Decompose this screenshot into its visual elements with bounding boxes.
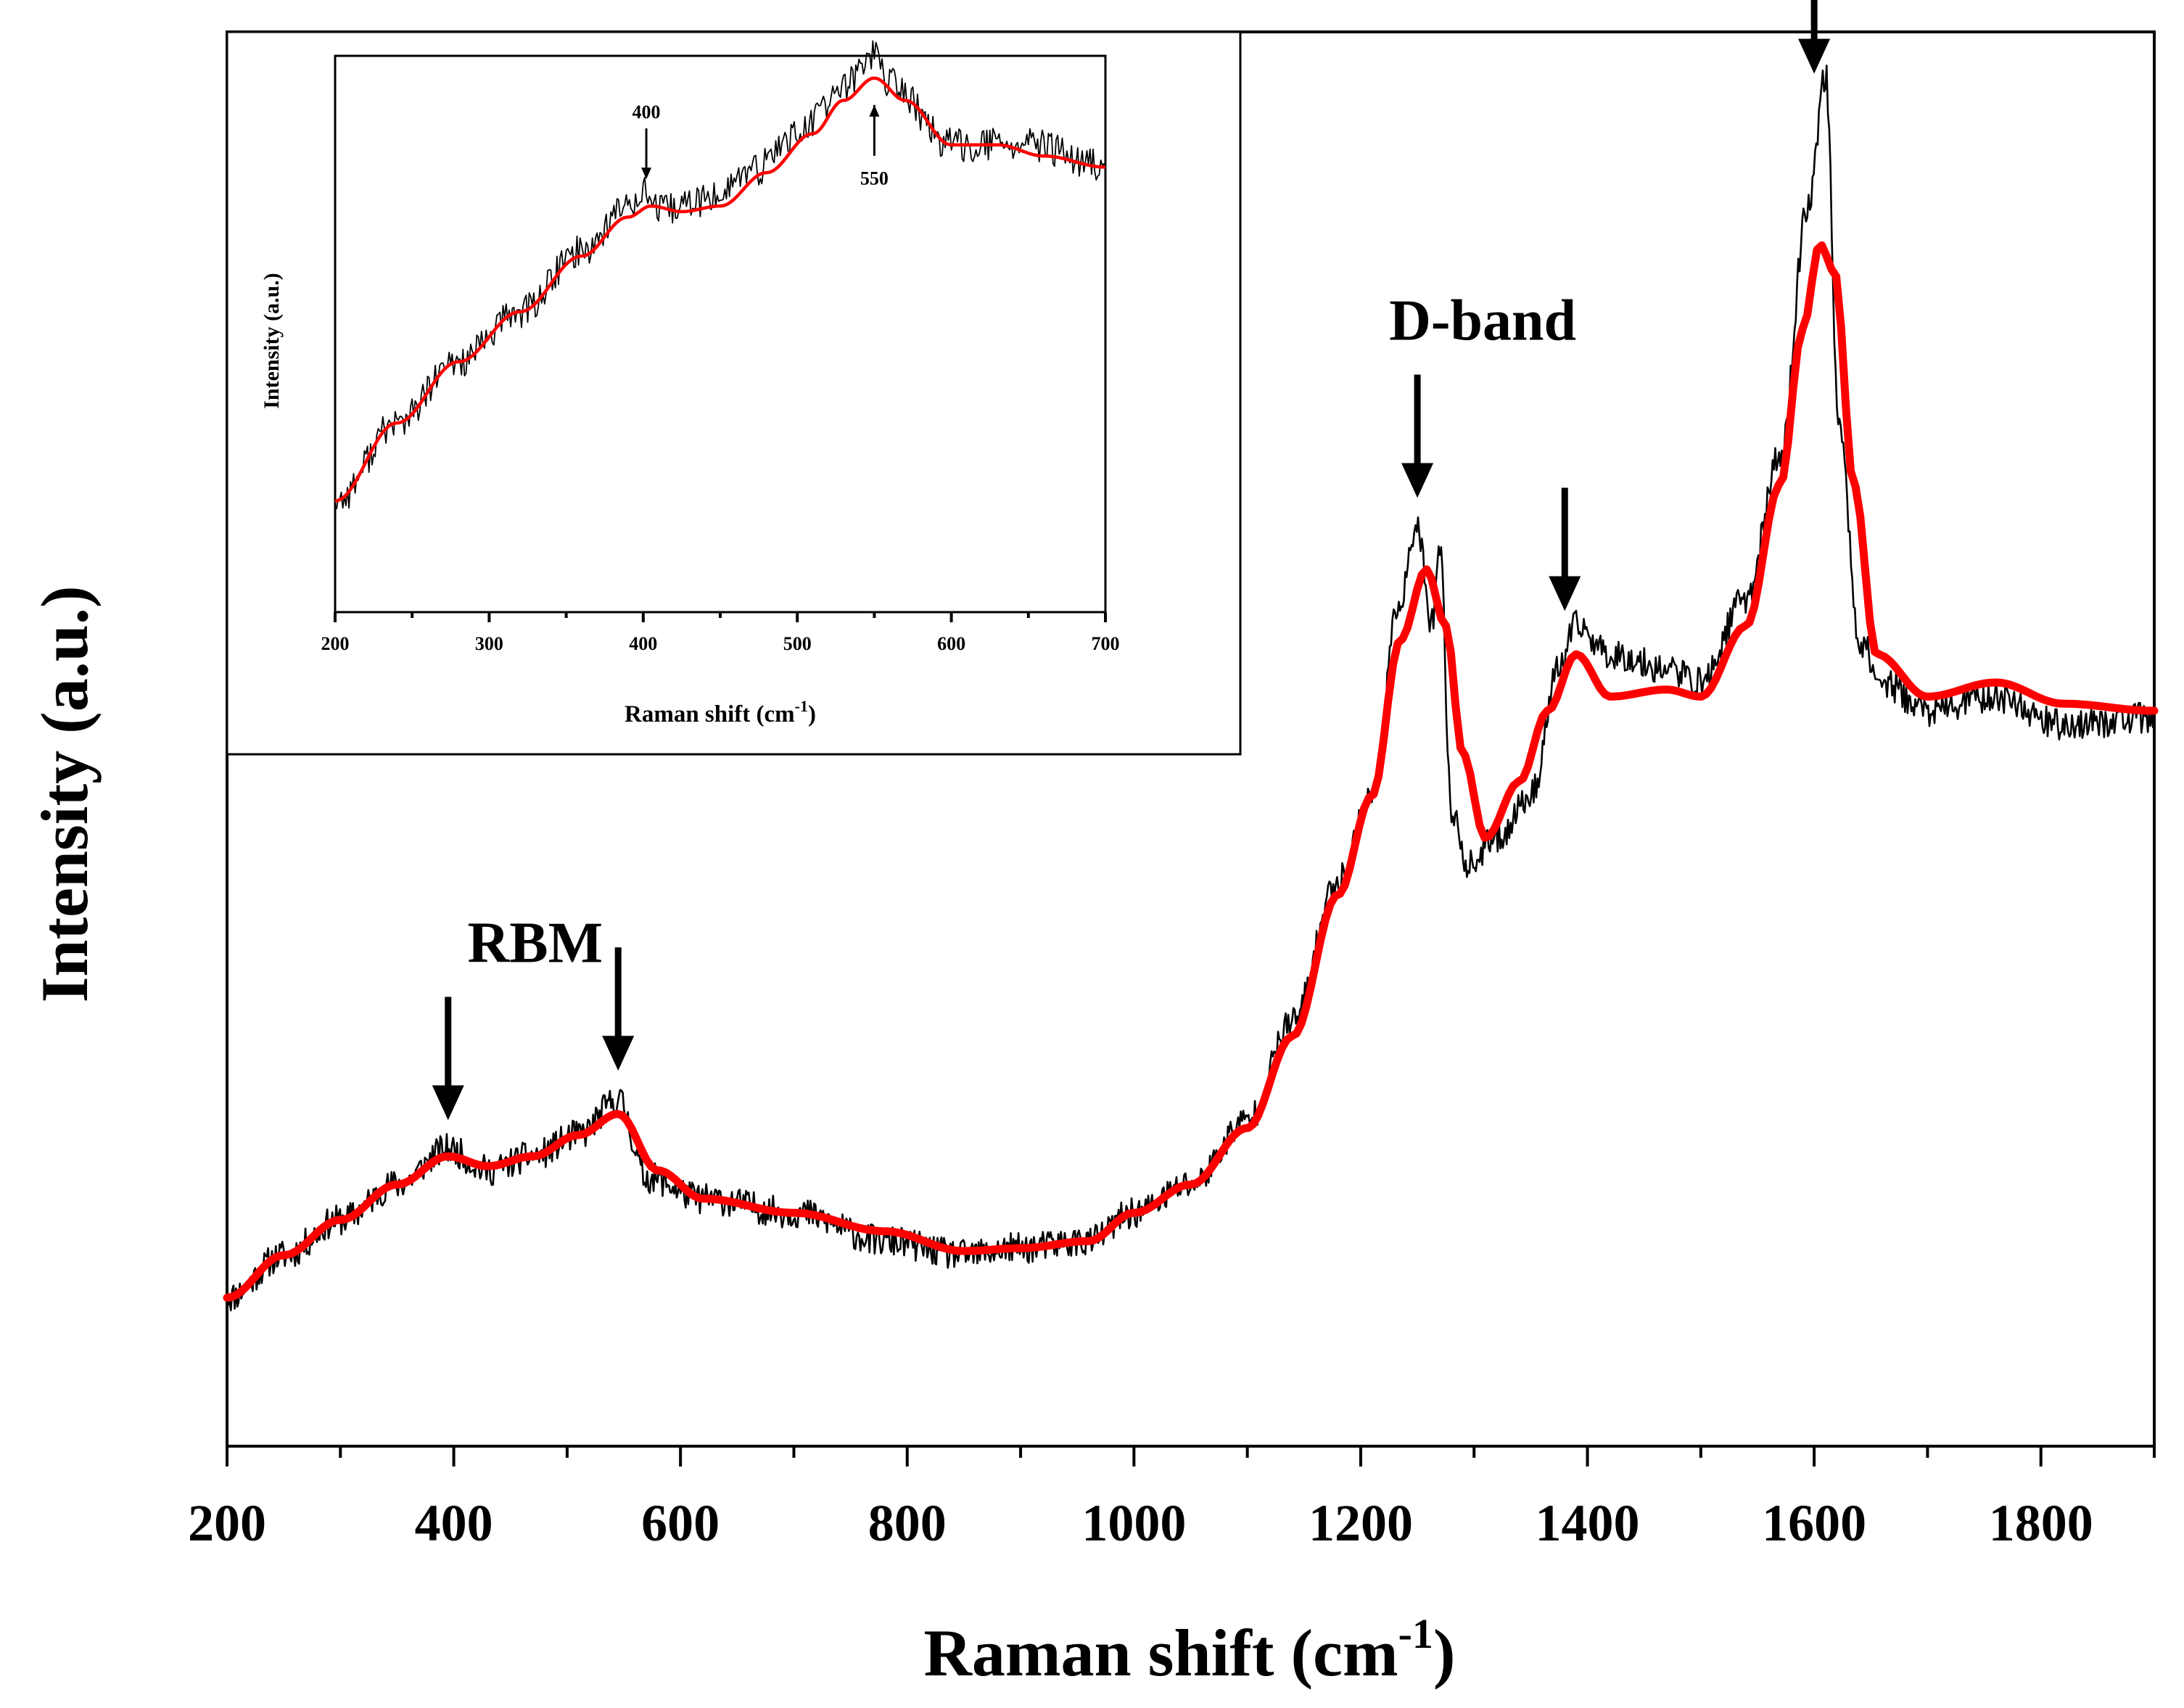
arrow-head xyxy=(1798,38,1831,74)
x-tick-label: 1600 xyxy=(1762,1494,1866,1552)
annotation-arrow: RBM xyxy=(432,912,603,1121)
annotation-arrow xyxy=(1549,487,1581,611)
annotation-label: RBM xyxy=(467,912,603,975)
x-tick-label: 600 xyxy=(937,633,965,654)
inset-x-axis-label: Raman shift (cm-1) xyxy=(625,697,816,727)
inset-x-tick-labels: 200 300 400 500 600 700 xyxy=(321,633,1120,654)
fitted-curve-line xyxy=(334,76,1105,503)
x-tick-label: 800 xyxy=(868,1494,947,1552)
raw-spectrum-line xyxy=(335,40,1106,510)
x-tick-label: 1000 xyxy=(1081,1494,1186,1552)
x-tick-label: 400 xyxy=(629,633,657,654)
arrow-head xyxy=(641,168,652,180)
inset-panel xyxy=(226,30,1242,756)
x-tick-label: 200 xyxy=(321,633,350,654)
inset-y-axis-label: Intensity (a.u.) xyxy=(260,273,284,409)
x-tick-label: 600 xyxy=(641,1494,720,1552)
x-tick-label: 1200 xyxy=(1309,1494,1413,1552)
x-tick-label: 700 xyxy=(1092,633,1120,654)
annotation-arrow xyxy=(602,947,635,1071)
arrow-head xyxy=(432,1085,464,1121)
annotation-arrow: D-band xyxy=(1389,289,1576,498)
x-tick-label: 500 xyxy=(783,633,812,654)
main-x-tick-labels: 200 400 600 800 1000 1200 1400 1600 1800 xyxy=(188,1494,2093,1552)
inset-annotations: 400 550 xyxy=(632,102,889,189)
main-series xyxy=(223,65,2159,1312)
x-tick-label: 400 xyxy=(415,1494,493,1552)
arrow-head xyxy=(1549,576,1581,611)
x-tick-label: 1400 xyxy=(1536,1494,1640,1552)
annotation-arrow: 400 xyxy=(632,102,661,180)
x-tick-label: 300 xyxy=(475,633,503,654)
main-annotations: RBM D-band G-band xyxy=(432,0,1831,1121)
inset-series xyxy=(334,40,1106,510)
main-x-ticks xyxy=(226,1446,2156,1466)
annotation-arrow: 550 xyxy=(860,104,889,189)
arrow-head xyxy=(869,104,880,117)
annotation-label: D-band xyxy=(1389,289,1576,353)
main-y-axis-label: Intensity (a.u.) xyxy=(28,585,102,1002)
fitted-curve-line xyxy=(223,241,2159,1302)
x-tick-label: 200 xyxy=(188,1494,266,1552)
annotation-label: 550 xyxy=(860,168,889,189)
inset-x-ticks xyxy=(334,612,1107,622)
annotation-label: 400 xyxy=(632,102,661,123)
x-tick-label: 1800 xyxy=(1989,1494,2093,1552)
annotation-arrow: G-band xyxy=(1798,0,1831,74)
arrow-head xyxy=(1401,463,1434,498)
arrow-head xyxy=(602,1036,635,1071)
main-x-axis-label: Raman shift (cm-1) xyxy=(923,1610,1455,1690)
